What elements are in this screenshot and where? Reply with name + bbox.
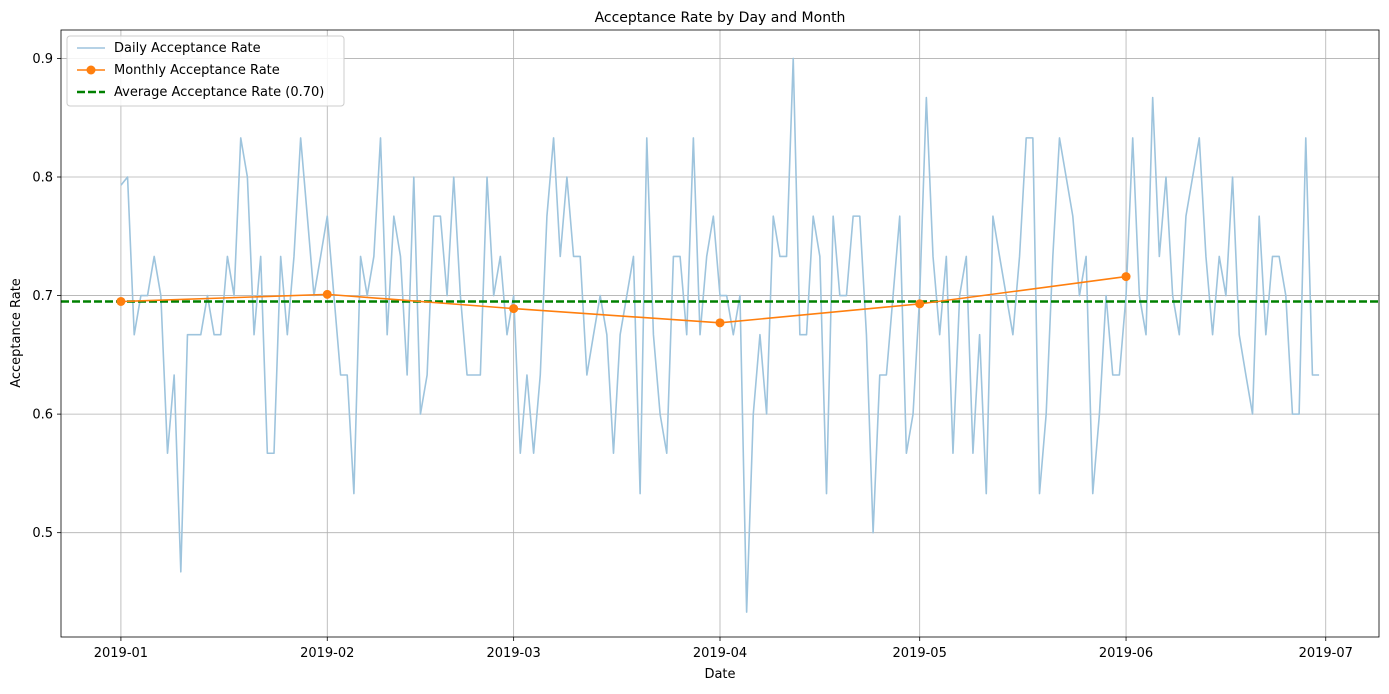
y-tick-label: 0.8	[32, 171, 53, 186]
x-axis-label: Date	[704, 667, 735, 682]
monthly-point	[322, 289, 332, 299]
x-tick-label: 2019-02	[300, 646, 354, 661]
legend: Daily Acceptance Rate Monthly Acceptance…	[66, 35, 345, 107]
x-tick-label: 2019-07	[1299, 646, 1353, 661]
chart-title: Acceptance Rate by Day and Month	[595, 10, 846, 26]
daily-acceptance-line	[120, 57, 1320, 613]
y-tick-label: 0.9	[32, 52, 53, 67]
monthly-point	[1121, 272, 1131, 282]
x-tick-label: 2019-03	[486, 646, 540, 661]
monthly-point	[116, 296, 126, 306]
x-tick-label: 2019-05	[893, 646, 947, 661]
grid-lines	[61, 30, 1379, 637]
monthly-series	[116, 272, 1131, 328]
monthly-point	[509, 304, 519, 314]
legend-monthly-label: Monthly Acceptance Rate	[114, 63, 280, 78]
daily-series	[120, 57, 1320, 613]
y-tick-label: 0.7	[32, 289, 53, 304]
y-axis-label: Acceptance Rate	[9, 278, 24, 388]
monthly-point	[915, 299, 925, 309]
x-axis-ticks: 2019-01 2019-02 2019-03 2019-04 2019-05 2019-…	[94, 637, 1353, 661]
legend-box	[66, 35, 345, 107]
legend-monthly-marker	[86, 65, 96, 75]
y-tick-label: 0.5	[32, 526, 53, 541]
x-tick-label: 2019-06	[1099, 646, 1153, 661]
legend-daily-label: Daily Acceptance Rate	[114, 41, 261, 56]
x-tick-label: 2019-04	[693, 646, 747, 661]
y-tick-label: 0.6	[32, 408, 53, 423]
x-tick-label: 2019-01	[94, 646, 148, 661]
monthly-acceptance-line	[120, 275, 1127, 324]
monthly-point	[715, 318, 725, 328]
y-axis-ticks: 0.5 0.6 0.7 0.8 0.9	[32, 52, 61, 541]
legend-average-label: Average Acceptance Rate (0.70)	[114, 85, 324, 100]
